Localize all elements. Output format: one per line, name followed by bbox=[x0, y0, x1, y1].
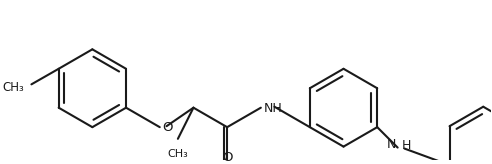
Text: O: O bbox=[222, 151, 232, 164]
Text: H: H bbox=[401, 139, 411, 153]
Text: NH: NH bbox=[264, 102, 282, 115]
Text: N: N bbox=[386, 138, 396, 152]
Text: O: O bbox=[163, 121, 173, 134]
Text: CH₃: CH₃ bbox=[167, 149, 188, 159]
Text: CH₃: CH₃ bbox=[2, 81, 24, 94]
